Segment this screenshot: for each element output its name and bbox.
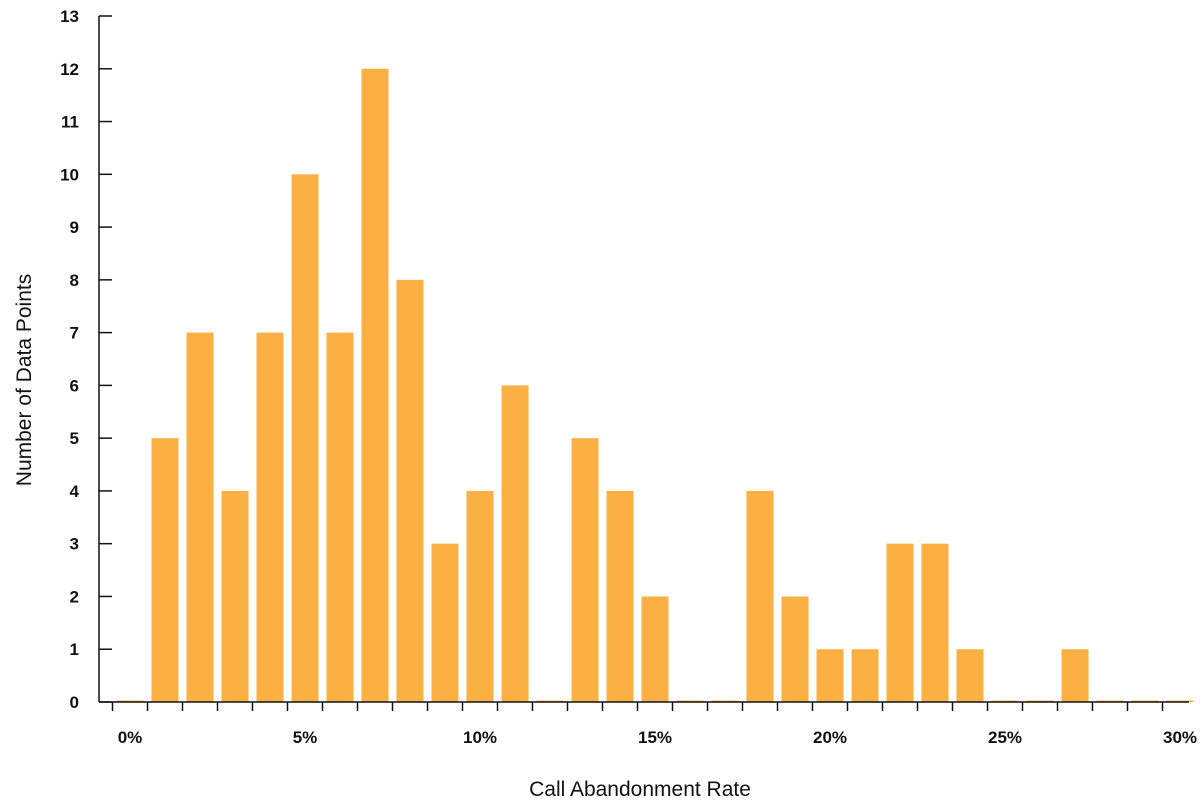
bar bbox=[606, 490, 634, 702]
x-tick-label: 0% bbox=[118, 728, 143, 747]
y-tick-label: 0 bbox=[70, 693, 79, 712]
y-tick-label: 7 bbox=[70, 324, 79, 343]
y-tick-label: 9 bbox=[70, 218, 79, 237]
bar bbox=[886, 543, 914, 702]
bar bbox=[186, 332, 214, 702]
bar bbox=[326, 332, 354, 702]
axes-layer bbox=[98, 15, 1189, 711]
bar bbox=[851, 649, 879, 702]
y-tick-label: 13 bbox=[60, 7, 79, 26]
bar bbox=[431, 543, 459, 702]
x-tick-label: 25% bbox=[988, 728, 1022, 747]
bar bbox=[361, 68, 389, 702]
x-tick-label: 20% bbox=[813, 728, 847, 747]
bar bbox=[291, 174, 319, 702]
y-tick-label: 5 bbox=[70, 429, 79, 448]
bar bbox=[1061, 649, 1089, 702]
bar bbox=[816, 649, 844, 702]
y-tick-label: 2 bbox=[70, 587, 79, 606]
bar bbox=[921, 543, 949, 702]
x-tick-label: 10% bbox=[463, 728, 497, 747]
bar bbox=[396, 279, 424, 702]
bars-layer bbox=[116, 68, 1194, 702]
bar bbox=[641, 596, 669, 702]
bar bbox=[956, 649, 984, 702]
bar bbox=[256, 332, 284, 702]
x-tick-label: 5% bbox=[293, 728, 318, 747]
x-axis-title: Call Abandonment Rate bbox=[529, 778, 751, 801]
y-tick-label: 6 bbox=[70, 376, 79, 395]
bar bbox=[151, 438, 179, 702]
y-tick-label: 10 bbox=[60, 165, 79, 184]
bar bbox=[746, 490, 774, 702]
y-tick-label: 4 bbox=[70, 482, 80, 501]
y-tick-label: 1 bbox=[70, 640, 79, 659]
y-tick-label: 12 bbox=[60, 60, 79, 79]
y-tick-label: 11 bbox=[61, 113, 79, 132]
bar bbox=[501, 385, 529, 702]
bar bbox=[571, 438, 599, 702]
y-tick-label: 8 bbox=[70, 271, 79, 290]
x-tick-label: 15% bbox=[638, 728, 672, 747]
bar bbox=[466, 490, 494, 702]
bar bbox=[781, 596, 809, 702]
y-axis-title: Number of Data Points bbox=[13, 274, 36, 486]
bar bbox=[221, 490, 249, 702]
y-tick-label: 3 bbox=[70, 535, 79, 554]
x-tick-label: 30% bbox=[1163, 728, 1197, 747]
